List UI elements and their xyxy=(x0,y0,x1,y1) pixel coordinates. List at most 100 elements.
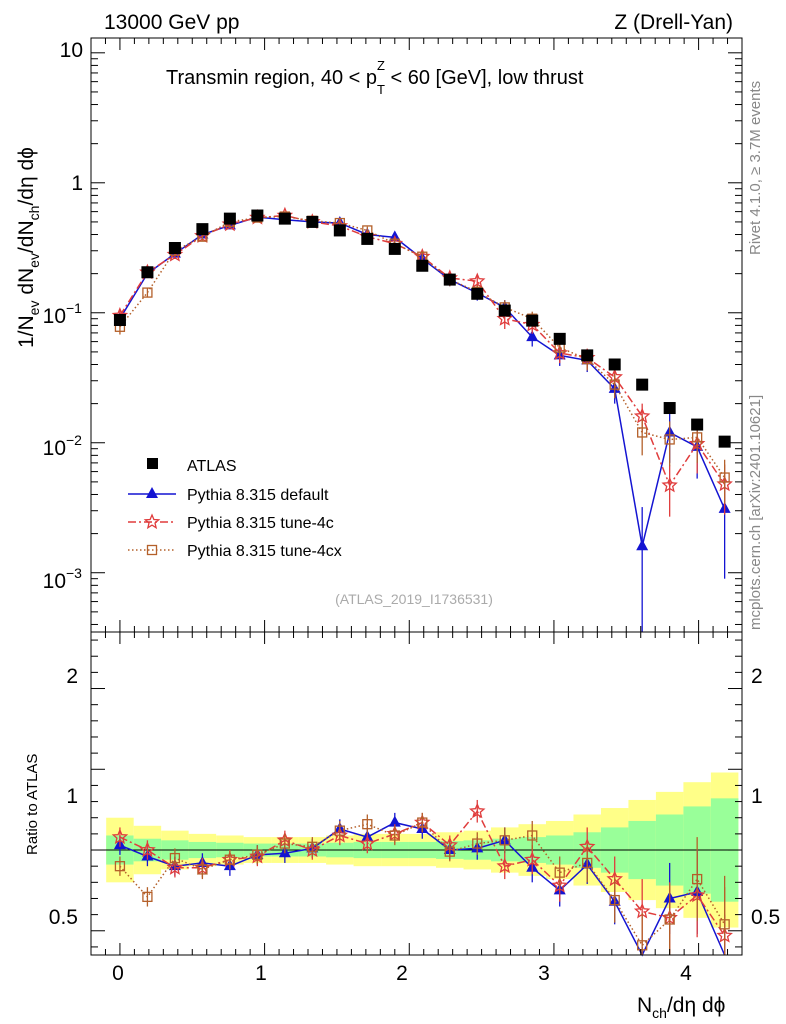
y-tick-label-1e-3: 10 xyxy=(43,570,66,593)
y-tick-exp-1e-3: −3 xyxy=(66,565,82,581)
ratio-tick-1-left: 1 xyxy=(66,785,78,808)
legend-label-tune4cx: Pythia 8.315 tune-4cx xyxy=(187,543,342,560)
data-point xyxy=(223,212,236,225)
x-tick-labels: 0 1 2 3 4 xyxy=(112,962,692,985)
main-plot-series xyxy=(111,206,733,632)
x-tick-label-1: 1 xyxy=(255,962,267,985)
ratio-point xyxy=(252,849,263,861)
ratio-point xyxy=(468,802,486,819)
x-tick-label-4: 4 xyxy=(680,962,692,985)
ratio-point xyxy=(307,841,318,852)
analysis-watermark: (ATLAS_2019_I1736531) xyxy=(335,591,493,607)
data-point xyxy=(581,349,594,362)
x-tick-label-3: 3 xyxy=(538,962,550,985)
ratio-point xyxy=(554,867,565,878)
ratio-point xyxy=(496,857,514,874)
legend: ATLAS Pythia 8.315 default Pythia 8.315 … xyxy=(128,458,342,560)
ratio-point xyxy=(444,846,455,857)
data-point xyxy=(637,427,648,438)
data-point xyxy=(691,418,704,431)
ratio-point xyxy=(719,919,730,930)
ratio-tick-2-right: 2 xyxy=(751,665,763,688)
data-point xyxy=(471,287,484,300)
legend-marker-tune4cx xyxy=(146,544,158,556)
data-point xyxy=(416,259,429,272)
data-point xyxy=(333,224,346,237)
series-atlas xyxy=(113,209,731,448)
data-point xyxy=(663,402,676,415)
ratio-plot-frame xyxy=(90,631,743,956)
data-point xyxy=(113,313,126,326)
y-axis-title: 1/Nev dNev/dNch/dη dϕ xyxy=(15,147,42,348)
x-axis-title: Nch/dη dϕ xyxy=(637,994,725,1021)
y-tick-label-1e-2: 10 xyxy=(43,437,66,460)
energy-label: 13000 GeV pp xyxy=(104,11,239,34)
ratio-point xyxy=(142,891,153,903)
legend-marker-tune4c xyxy=(143,513,161,530)
y-tick-label-1: 1 xyxy=(71,172,83,195)
data-point xyxy=(196,223,209,236)
data-point xyxy=(609,379,620,390)
data-point xyxy=(142,287,153,298)
data-point xyxy=(306,215,319,228)
ratio-point xyxy=(334,825,345,836)
data-point xyxy=(553,332,566,345)
ratio-point xyxy=(139,841,156,858)
data-point xyxy=(251,209,264,222)
ratio-plot-series xyxy=(111,799,733,957)
process-label: Z (Drell-Yan) xyxy=(614,11,733,34)
mcplots-label: mcplots.cern.ch [arXiv:2401.10621] xyxy=(747,395,764,630)
data-point xyxy=(664,434,675,445)
data-point xyxy=(526,330,539,342)
ratio-point xyxy=(362,819,373,830)
data-point xyxy=(168,242,181,255)
plot-title: Transmin region, 40 < pZ T < 60 [GeV], lo… xyxy=(166,58,584,97)
legend-marker-atlas xyxy=(147,458,158,469)
data-point xyxy=(361,232,374,245)
axes-frames xyxy=(90,37,743,956)
legend-marker-default xyxy=(146,487,158,498)
data-point xyxy=(608,358,621,371)
data-point xyxy=(692,432,703,443)
ratio-point xyxy=(609,894,620,906)
ratio-point xyxy=(169,852,181,864)
ratio-point xyxy=(582,857,593,869)
y-tick-label-1e-1: 10 xyxy=(43,305,66,328)
ratio-point xyxy=(664,914,675,925)
legend-label-default: Pythia 8.315 default xyxy=(187,487,329,504)
ratio-point xyxy=(197,864,208,875)
ratio-y-tick-labels: 2 1 0.5 2 1 0.5 xyxy=(49,665,780,929)
ratio-tick-2-left: 2 xyxy=(66,665,78,688)
ratio-series-pythia-8-315-tune-4cx xyxy=(114,812,730,955)
data-point xyxy=(278,212,291,225)
ratio-point xyxy=(111,828,129,845)
legend-entry-tune4c: Pythia 8.315 tune-4c xyxy=(128,513,334,532)
ratio-point xyxy=(499,835,510,846)
rivet-version-label: Rivet 4.1.0, ≥ 3.7M events xyxy=(747,81,764,255)
x-tick-label-2: 2 xyxy=(396,962,408,985)
ratio-point xyxy=(166,859,184,875)
ratio-point xyxy=(224,854,236,865)
data-point xyxy=(469,272,486,289)
ratio-point xyxy=(692,873,703,885)
legend-entry-tune4cx: Pythia 8.315 tune-4cx xyxy=(128,543,342,560)
legend-entry-default: Pythia 8.315 default xyxy=(128,487,329,504)
y-tick-label-10: 10 xyxy=(60,39,83,62)
ratio-point xyxy=(114,861,126,872)
ratio-point xyxy=(279,838,291,849)
data-point xyxy=(718,435,731,448)
legend-label-atlas: ATLAS xyxy=(187,458,237,475)
data-point xyxy=(141,266,154,279)
x-tick-label-0: 0 xyxy=(112,962,124,985)
ratio-point xyxy=(637,940,648,951)
data-point xyxy=(498,304,511,317)
ratio-point xyxy=(388,815,401,827)
ratio-tick-05-right: 0.5 xyxy=(751,906,780,929)
legend-label-tune4c: Pythia 8.315 tune-4c xyxy=(187,515,334,532)
data-point xyxy=(443,273,456,286)
ratio-point xyxy=(472,838,483,849)
ratio-tick-05-left: 0.5 xyxy=(49,906,78,929)
ratio-point xyxy=(527,830,538,841)
y-tick-exp-1e-2: −2 xyxy=(66,432,82,448)
